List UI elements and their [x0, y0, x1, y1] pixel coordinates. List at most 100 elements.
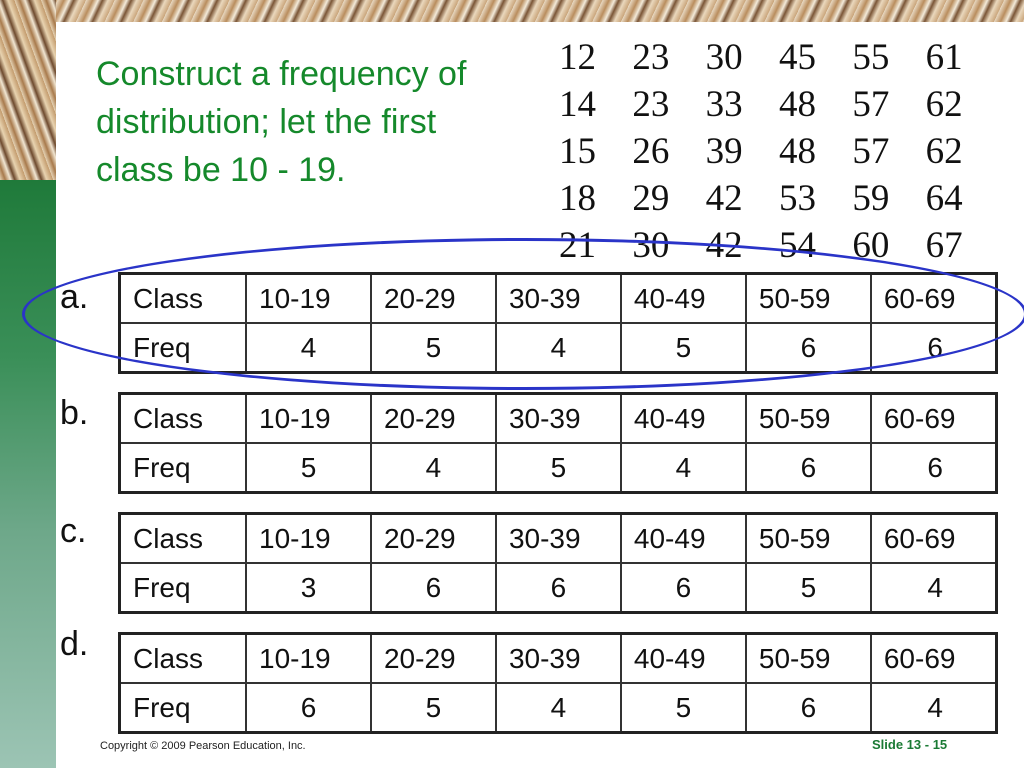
freq-cell: 5 — [744, 562, 872, 614]
option-b-label[interactable]: b. — [60, 394, 89, 432]
class-cell: 10-19 — [245, 392, 372, 444]
data-value: 14 — [559, 84, 596, 125]
data-value: 48 — [778, 131, 816, 172]
class-row: Class 10-19 20-29 30-39 40-49 50-59 60-6… — [118, 632, 998, 684]
class-cell: 40-49 — [619, 512, 747, 564]
freq-cell: 6 — [744, 442, 872, 494]
class-cell: 30-39 — [494, 272, 622, 324]
data-row: 14 23 33 48 57 62 — [555, 81, 995, 128]
class-cell: 10-19 — [245, 512, 372, 564]
class-cell: 20-29 — [369, 392, 497, 444]
freq-cell: 5 — [619, 322, 747, 374]
freq-cell: 6 — [494, 562, 622, 614]
data-value: 59 — [852, 178, 890, 219]
class-header: Class — [118, 392, 247, 444]
class-cell: 20-29 — [369, 272, 497, 324]
data-value: 60 — [852, 225, 890, 266]
data-value: 62 — [925, 131, 963, 172]
class-row: Class 10-19 20-29 30-39 40-49 50-59 60-6… — [118, 512, 998, 564]
freq-header: Freq — [118, 562, 247, 614]
freq-cell: 5 — [619, 682, 747, 734]
class-cell: 30-39 — [494, 392, 622, 444]
data-value: 53 — [778, 178, 816, 219]
data-row: 12 23 30 45 55 61 — [555, 34, 995, 81]
class-cell: 30-39 — [494, 632, 622, 684]
freq-cell: 6 — [869, 442, 998, 494]
data-value: 61 — [925, 37, 963, 78]
class-row: Class 10-19 20-29 30-39 40-49 50-59 60-6… — [118, 392, 998, 444]
option-b-table[interactable]: Class 10-19 20-29 30-39 40-49 50-59 60-6… — [118, 392, 998, 494]
data-value: 57 — [852, 84, 890, 125]
option-d-label[interactable]: d. — [60, 625, 89, 663]
freq-header: Freq — [118, 442, 247, 494]
freq-cell: 4 — [369, 442, 497, 494]
question-line: class be 10 - 19. — [96, 151, 346, 189]
data-value: 64 — [925, 178, 963, 219]
data-value: 42 — [705, 178, 743, 219]
data-value: 55 — [852, 37, 890, 78]
data-value: 57 — [852, 131, 890, 172]
raw-data-grid: 12 23 30 45 55 61 14 23 33 48 57 62 15 2… — [555, 34, 995, 269]
data-value: 26 — [632, 131, 670, 172]
question-text: Construct a frequency of distribution; l… — [96, 50, 546, 194]
class-cell: 50-59 — [744, 512, 872, 564]
freq-cell: 5 — [494, 442, 622, 494]
option-a-table[interactable]: Class 10-19 20-29 30-39 40-49 50-59 60-6… — [118, 272, 998, 374]
freq-cell: 4 — [869, 562, 998, 614]
option-c-label[interactable]: c. — [60, 512, 87, 550]
option-a-label[interactable]: a. — [60, 278, 89, 316]
freq-cell: 5 — [245, 442, 372, 494]
freq-cell: 4 — [619, 442, 747, 494]
data-value: 67 — [925, 225, 963, 266]
freq-cell: 6 — [869, 322, 998, 374]
freq-cell: 6 — [245, 682, 372, 734]
class-cell: 20-29 — [369, 632, 497, 684]
question-line: Construct a frequency of — [96, 55, 467, 93]
freq-cell: 4 — [494, 682, 622, 734]
freq-cell: 6 — [744, 322, 872, 374]
freq-row: Freq 3 6 6 6 5 4 — [118, 562, 998, 614]
data-value: 29 — [632, 178, 670, 219]
freq-cell: 3 — [245, 562, 372, 614]
class-row: Class 10-19 20-29 30-39 40-49 50-59 60-6… — [118, 272, 998, 324]
class-cell: 50-59 — [744, 392, 872, 444]
data-value: 23 — [632, 84, 670, 125]
marble-border-left — [0, 0, 56, 180]
freq-row: Freq 6 5 4 5 6 4 — [118, 682, 998, 734]
freq-cell: 6 — [744, 682, 872, 734]
data-value: 33 — [705, 84, 743, 125]
question-line: distribution; let the first — [96, 103, 437, 141]
data-value: 23 — [632, 37, 670, 78]
freq-row: Freq 5 4 5 4 6 6 — [118, 442, 998, 494]
freq-cell: 6 — [619, 562, 747, 614]
data-row: 15 26 39 48 57 62 — [555, 128, 995, 175]
class-cell: 50-59 — [744, 272, 872, 324]
class-header: Class — [118, 512, 247, 564]
freq-cell: 4 — [245, 322, 372, 374]
data-row: 18 29 42 53 59 64 — [555, 175, 995, 222]
data-value: 39 — [705, 131, 743, 172]
green-side-bar — [0, 180, 56, 768]
data-value: 62 — [925, 84, 963, 125]
class-cell: 50-59 — [744, 632, 872, 684]
data-value: 12 — [559, 37, 596, 78]
class-cell: 40-49 — [619, 392, 747, 444]
data-row: 21 30 42 54 60 67 — [555, 222, 995, 269]
freq-header: Freq — [118, 322, 247, 374]
slide-number: Slide 13 - 15 — [872, 737, 948, 752]
marble-border-top — [0, 0, 1024, 22]
freq-row: Freq 4 5 4 5 6 6 — [118, 322, 998, 374]
class-cell: 40-49 — [619, 632, 747, 684]
class-cell: 60-69 — [869, 512, 998, 564]
class-header: Class — [118, 632, 247, 684]
freq-cell: 5 — [369, 682, 497, 734]
data-value: 45 — [778, 37, 816, 78]
data-value: 42 — [705, 225, 743, 266]
class-cell: 60-69 — [869, 272, 998, 324]
option-c-table[interactable]: Class 10-19 20-29 30-39 40-49 50-59 60-6… — [118, 512, 998, 614]
data-value: 48 — [778, 84, 816, 125]
freq-cell: 5 — [369, 322, 497, 374]
freq-cell: 6 — [369, 562, 497, 614]
option-d-table[interactable]: Class 10-19 20-29 30-39 40-49 50-59 60-6… — [118, 632, 998, 734]
data-value: 30 — [632, 225, 670, 266]
